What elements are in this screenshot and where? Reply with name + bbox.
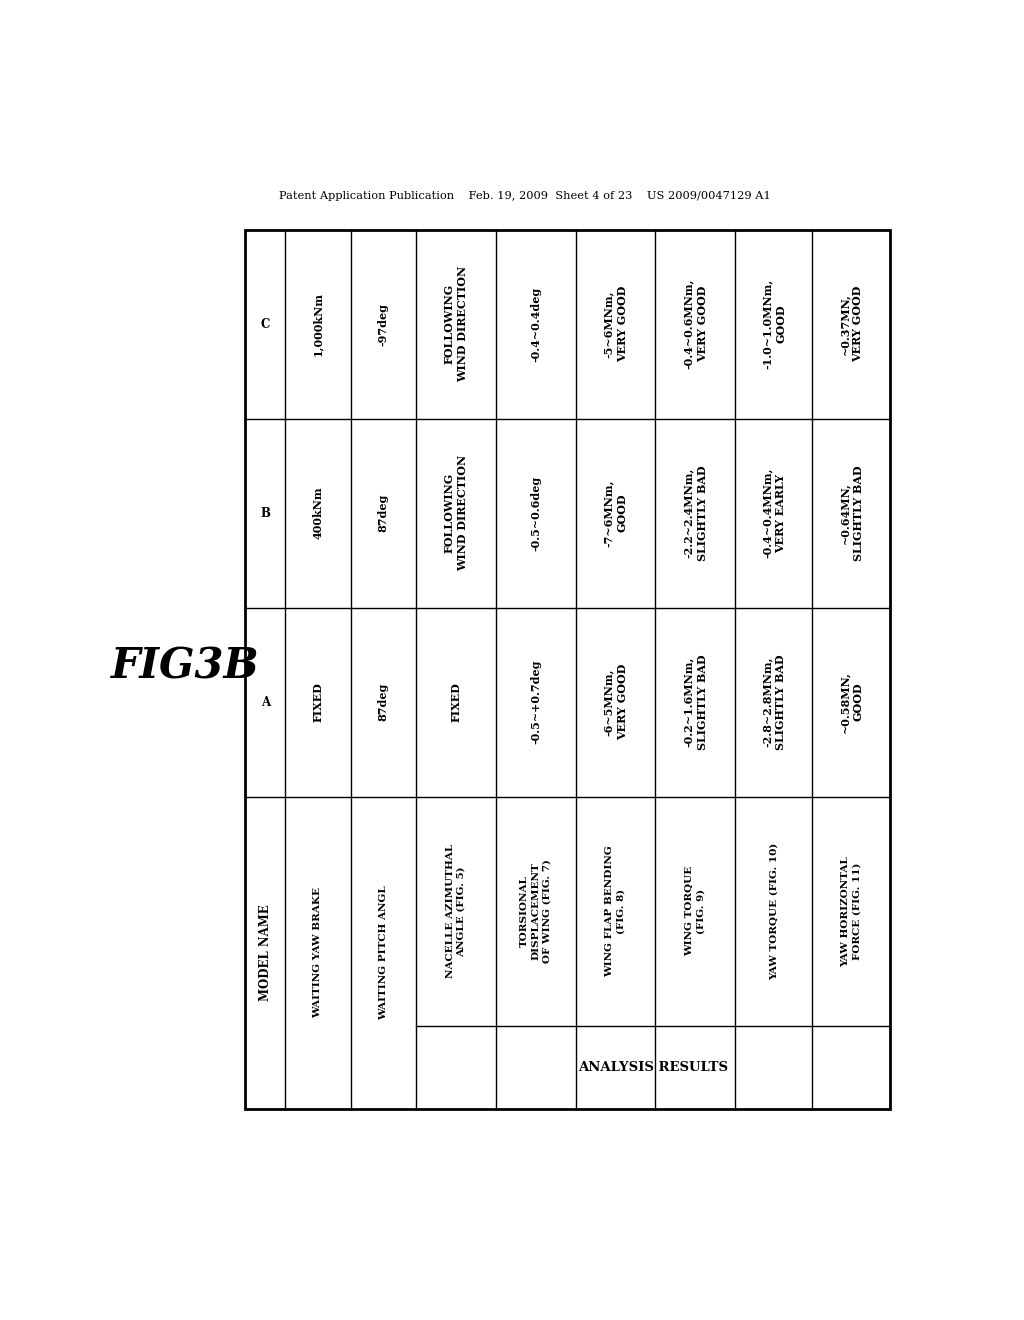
Text: ANALYSIS RESULTS: ANALYSIS RESULTS xyxy=(578,1061,728,1074)
Text: WING FLAP BENDING
(FIG. 8): WING FLAP BENDING (FIG. 8) xyxy=(605,845,626,977)
Text: B: B xyxy=(260,507,270,520)
Text: ~0.64MN,
SLIGHTLY BAD: ~0.64MN, SLIGHTLY BAD xyxy=(839,465,863,561)
Text: ~0.37MN,
VERY GOOD: ~0.37MN, VERY GOOD xyxy=(839,286,863,362)
Text: -0.5~0.6deg: -0.5~0.6deg xyxy=(530,475,541,550)
Text: -1.0~1.0MNm,
GOOD: -1.0~1.0MNm, GOOD xyxy=(762,279,786,370)
Text: -0.4~0.6MNm,
VERY GOOD: -0.4~0.6MNm, VERY GOOD xyxy=(683,279,708,370)
Text: C: C xyxy=(261,318,270,330)
Text: ~0.58MN,
GOOD: ~0.58MN, GOOD xyxy=(839,671,863,733)
Text: 1,000kNm: 1,000kNm xyxy=(312,292,324,356)
Text: 87deg: 87deg xyxy=(378,494,389,532)
Text: WAITING PITCH ANGL: WAITING PITCH ANGL xyxy=(379,886,388,1020)
Text: WING TORQUE
(FIG. 9): WING TORQUE (FIG. 9) xyxy=(685,866,706,957)
Text: NACELLE AZIMUTHAL
ANGLE (FIG. 5): NACELLE AZIMUTHAL ANGLE (FIG. 5) xyxy=(445,845,466,978)
Text: 400kNm: 400kNm xyxy=(312,487,324,540)
Text: -97deg: -97deg xyxy=(378,302,389,346)
Text: FOLLOWING
WIND DIRECTION: FOLLOWING WIND DIRECTION xyxy=(443,455,468,572)
Text: YAW HORIZONTAL
FORCE (FIG. 11): YAW HORIZONTAL FORCE (FIG. 11) xyxy=(841,855,861,966)
Text: -0.4~0.4MNm,
VERY EARLY: -0.4~0.4MNm, VERY EARLY xyxy=(762,467,786,558)
Text: TORSIONAL
DISPLACEMENT
OF WING (FIG. 7): TORSIONAL DISPLACEMENT OF WING (FIG. 7) xyxy=(520,859,551,964)
Text: MODEL NAME: MODEL NAME xyxy=(259,904,272,1001)
Text: -2.8~2.8MNm,
SLIGHTLY BAD: -2.8~2.8MNm, SLIGHTLY BAD xyxy=(762,655,786,750)
Text: FOLLOWING
WIND DIRECTION: FOLLOWING WIND DIRECTION xyxy=(443,267,468,381)
Text: -7~6MNm,
GOOD: -7~6MNm, GOOD xyxy=(603,479,628,546)
Text: FIG3B: FIG3B xyxy=(111,645,259,688)
Text: FIXED: FIXED xyxy=(451,682,462,722)
Text: -0.5~+0.7deg: -0.5~+0.7deg xyxy=(530,660,541,744)
Text: -2.2~2.4MNm,
SLIGHTLY BAD: -2.2~2.4MNm, SLIGHTLY BAD xyxy=(683,465,708,561)
Text: -6~5MNm,
VERY GOOD: -6~5MNm, VERY GOOD xyxy=(603,664,628,741)
Text: -0.2~1.6MNm,
SLIGHTLY BAD: -0.2~1.6MNm, SLIGHTLY BAD xyxy=(683,655,708,750)
Bar xyxy=(246,230,890,1109)
Text: -5~6MNm,
VERY GOOD: -5~6MNm, VERY GOOD xyxy=(603,286,628,362)
Text: A: A xyxy=(261,696,270,709)
Text: WAITING YAW BRAKE: WAITING YAW BRAKE xyxy=(313,887,323,1018)
Text: YAW TORQUE (FIG. 10): YAW TORQUE (FIG. 10) xyxy=(769,842,778,979)
Text: FIXED: FIXED xyxy=(312,682,324,722)
Text: 87deg: 87deg xyxy=(378,682,389,721)
Text: -0.4~0.4deg: -0.4~0.4deg xyxy=(530,286,541,362)
Text: Patent Application Publication    Feb. 19, 2009  Sheet 4 of 23    US 2009/004712: Patent Application Publication Feb. 19, … xyxy=(279,191,771,201)
